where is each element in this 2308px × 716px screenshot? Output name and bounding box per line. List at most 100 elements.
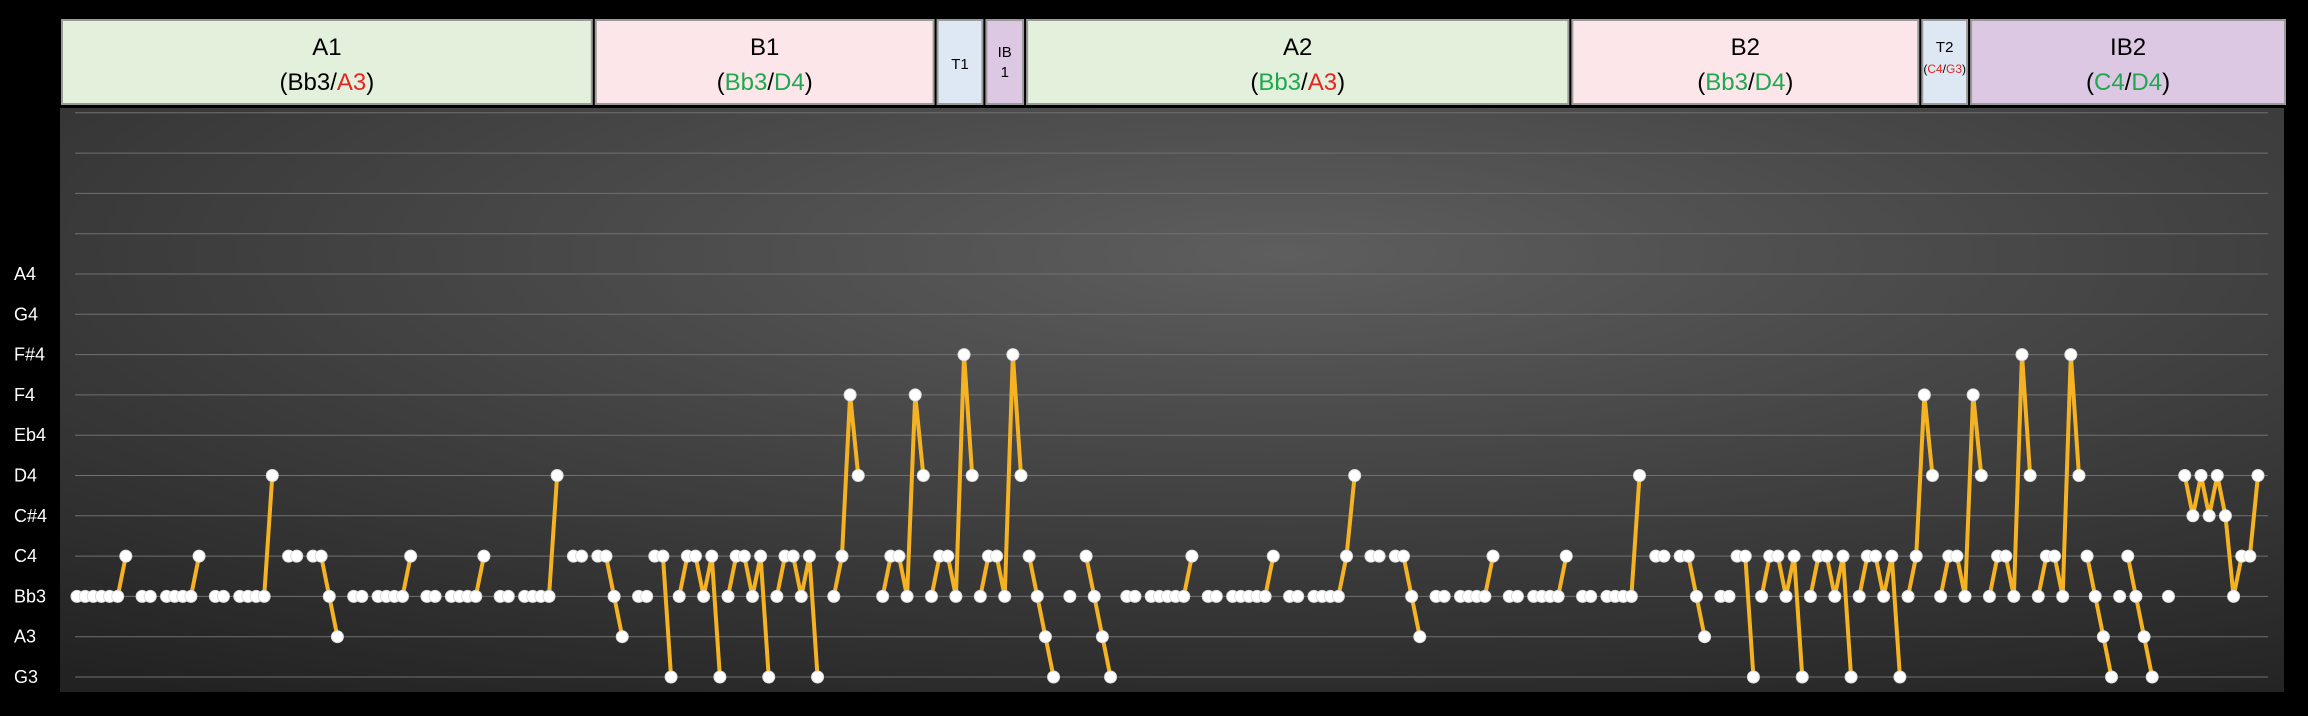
section-chords: (Bb3/A3) <box>280 69 375 96</box>
data-point <box>469 589 483 603</box>
data-point <box>1551 589 1565 603</box>
chord-text: A3 <box>337 69 366 96</box>
data-point <box>314 549 328 563</box>
data-point <box>843 388 857 402</box>
data-point <box>2210 469 2224 482</box>
chord-text: ( <box>2086 69 2094 96</box>
data-point <box>794 589 808 603</box>
chord-text: ) <box>805 69 813 96</box>
data-point <box>1478 589 1492 603</box>
chord-text: ( <box>1697 69 1705 96</box>
section-label: B2 <box>1731 34 1760 61</box>
data-point <box>1486 549 1500 563</box>
data-point <box>1022 549 1036 563</box>
data-point <box>396 589 410 603</box>
data-point <box>1030 589 1044 603</box>
data-point <box>2023 469 2037 482</box>
data-point <box>1738 549 1752 563</box>
section-label: IB2 <box>2110 34 2146 61</box>
section-box <box>1571 19 1920 105</box>
data-point <box>2121 549 2135 563</box>
data-point <box>1828 589 1842 603</box>
series-line <box>1906 392 1935 597</box>
section-chords: (Bb3/A3) <box>1250 69 1345 96</box>
y-tick-label: Bb3 <box>14 586 46 606</box>
data-point <box>265 469 279 482</box>
data-point <box>2186 509 2200 523</box>
data-point <box>1584 589 1598 603</box>
series-line <box>677 554 722 678</box>
data-point <box>1779 589 1793 603</box>
gridlines <box>75 112 2268 678</box>
data-point <box>2048 549 2062 563</box>
chord-text: ( <box>1923 62 1927 76</box>
data-point <box>957 348 971 362</box>
chord-text: Bb3 <box>1258 69 1301 96</box>
data-point <box>1771 549 1785 563</box>
series-line <box>1938 392 1984 599</box>
section-a1: A1 (Bb3/A3) <box>61 19 593 105</box>
chord-text: / <box>330 69 337 96</box>
data-point <box>501 589 515 603</box>
data-point <box>1722 589 1736 603</box>
chord-text: ) <box>1962 62 1966 76</box>
series-line <box>1759 554 1805 678</box>
section-label: IB <box>998 44 1012 61</box>
plot-background <box>60 108 2284 692</box>
data-point <box>1413 630 1427 644</box>
data-point <box>1079 549 1093 563</box>
data-point <box>1405 589 1419 603</box>
data-point <box>184 589 198 603</box>
chord-text: / <box>2125 69 2132 96</box>
series-line <box>1027 555 1056 678</box>
data-point <box>1950 549 1964 563</box>
y-tick-label: F#4 <box>14 345 45 365</box>
data-point <box>2161 589 2175 603</box>
data-point <box>1681 549 1695 563</box>
data-point <box>355 589 369 603</box>
section-header: A1(Bb3/A3)B1(Bb3/D4)T1IB1A2(Bb3/A3)B2(Bb… <box>61 19 2286 105</box>
data-point <box>2218 509 2232 523</box>
data-point <box>542 589 556 603</box>
chord-text: D4 <box>774 69 805 96</box>
data-point <box>2145 670 2159 684</box>
data-point <box>1510 589 1524 603</box>
chord-text: D4 <box>2131 69 2162 96</box>
chord-text: ) <box>1785 69 1793 96</box>
chord-text: C4 <box>2094 69 2125 96</box>
data-point <box>835 549 849 563</box>
series-line <box>2125 555 2155 678</box>
data-point <box>1852 589 1866 603</box>
section-chords: (C4/G3) <box>1923 62 1966 76</box>
y-tick-label: D4 <box>14 466 37 486</box>
data-point <box>990 549 1004 563</box>
data-point <box>428 589 442 603</box>
data-point <box>1974 469 1988 482</box>
data-point <box>550 469 564 482</box>
series-line <box>831 392 861 597</box>
data-point <box>1437 589 1451 603</box>
data-point <box>998 589 1012 603</box>
data-point <box>900 589 914 603</box>
section-chords: (Bb3/D4) <box>717 69 813 96</box>
data-point <box>1340 549 1354 563</box>
section-a2: A2 (Bb3/A3) <box>1026 19 1570 105</box>
section-box <box>594 19 935 105</box>
data-point <box>1063 589 1077 603</box>
series-line <box>1857 554 1902 678</box>
data-point <box>1006 348 1020 362</box>
y-tick-label: C#4 <box>14 506 47 526</box>
data-point <box>754 549 768 563</box>
chord-text: Bb3 <box>1705 69 1748 96</box>
data-point <box>1917 388 1931 402</box>
data-point <box>1901 589 1915 603</box>
section-label: T1 <box>951 56 969 73</box>
y-tick-label: C4 <box>14 546 37 566</box>
data-point <box>2056 589 2070 603</box>
data-point <box>2137 630 2151 644</box>
data-point <box>615 630 629 644</box>
data-point <box>1885 549 1899 563</box>
section-ib2: IB2 (C4/D4) <box>1970 19 2286 105</box>
section-box <box>1921 19 1969 105</box>
